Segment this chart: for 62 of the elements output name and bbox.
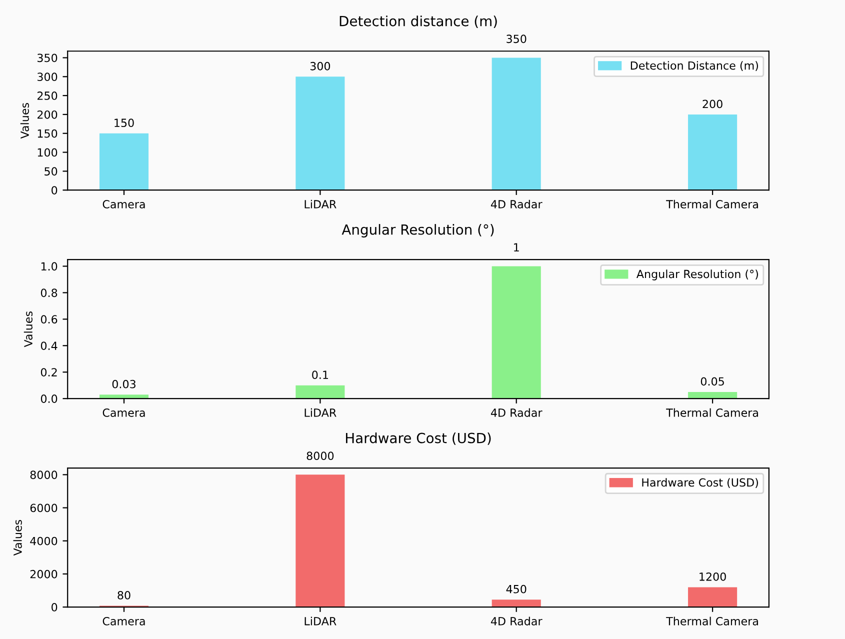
bar [492,600,541,608]
y-tick-label: 0.2 [40,368,57,376]
bar [688,392,738,399]
chart-title: Detection distance (m) [340,16,497,28]
y-tick-label: 350 [38,54,58,62]
y-tick-label: 50 [44,167,58,176]
data-label: 350 [506,34,526,44]
data-label: 300 [310,62,330,70]
x-tick-label: LiDAR [304,408,336,417]
data-label: 1 [514,243,519,252]
data-label: 150 [114,118,134,128]
x-tick-label: LiDAR [304,616,336,626]
x-tick-label: Thermal Camera [666,408,758,417]
y-axis-title: Values [24,311,32,348]
y-tick-label: 0.0 [40,394,58,403]
bar [688,587,738,608]
y-tick-label: 0.6 [40,315,58,324]
x-tick-label: Camera [102,616,145,626]
data-label: 8000 [306,452,334,460]
legend-label: Detection Distance (m) [630,61,758,72]
bar [492,266,541,399]
data-label: 80 [118,591,130,600]
bar [492,58,541,190]
bar [296,474,345,608]
chart-title: Angular Resolution (°) [342,224,494,238]
bar [99,133,149,190]
data-label: 0.05 [700,377,724,386]
data-label: 200 [702,100,722,108]
y-tick-label: 100 [38,148,58,157]
x-tick-label: 4D Radar [490,408,542,417]
y-axis-title: Values [13,520,22,556]
x-tick-label: Camera [102,408,145,417]
x-tick-label: Thermal Camera [666,616,758,626]
y-tick-label: 8000 [30,470,58,480]
y-tick-label: 0 [52,186,58,194]
y-tick-label: 300 [38,72,58,82]
data-label: 0.03 [112,380,136,388]
data-label: 450 [506,584,526,594]
legend-label: Hardware Cost (USD) [642,478,758,488]
data-label: 1200 [700,572,726,581]
legend-label: Angular Resolution (°) [636,270,758,280]
x-tick-label: 4D Radar [490,200,542,208]
bar [688,114,738,190]
y-tick-label: 150 [38,129,58,138]
x-tick-label: 4D Radar [490,616,542,626]
x-tick-label: Thermal Camera [666,200,758,208]
y-tick-label: 250 [37,92,58,100]
y-tick-label: 2000 [30,570,58,578]
y-axis-title: Values [20,103,29,139]
y-tick-label: 0.8 [40,288,58,298]
x-tick-label: Camera [102,200,145,208]
y-tick-label: 4000 [30,536,58,546]
bar [296,385,345,399]
y-tick-label: 200 [37,110,58,119]
y-tick-label: 6000 [30,504,58,512]
y-tick-label: 0 [52,603,58,612]
bar [296,76,345,190]
y-tick-label: 1.0 [41,262,58,271]
x-tick-label: LiDAR [304,200,336,208]
y-tick-label: 0.4 [40,342,58,350]
chart-title: Hardware Cost (USD) [346,432,491,445]
data-label: 0.1 [312,370,328,380]
